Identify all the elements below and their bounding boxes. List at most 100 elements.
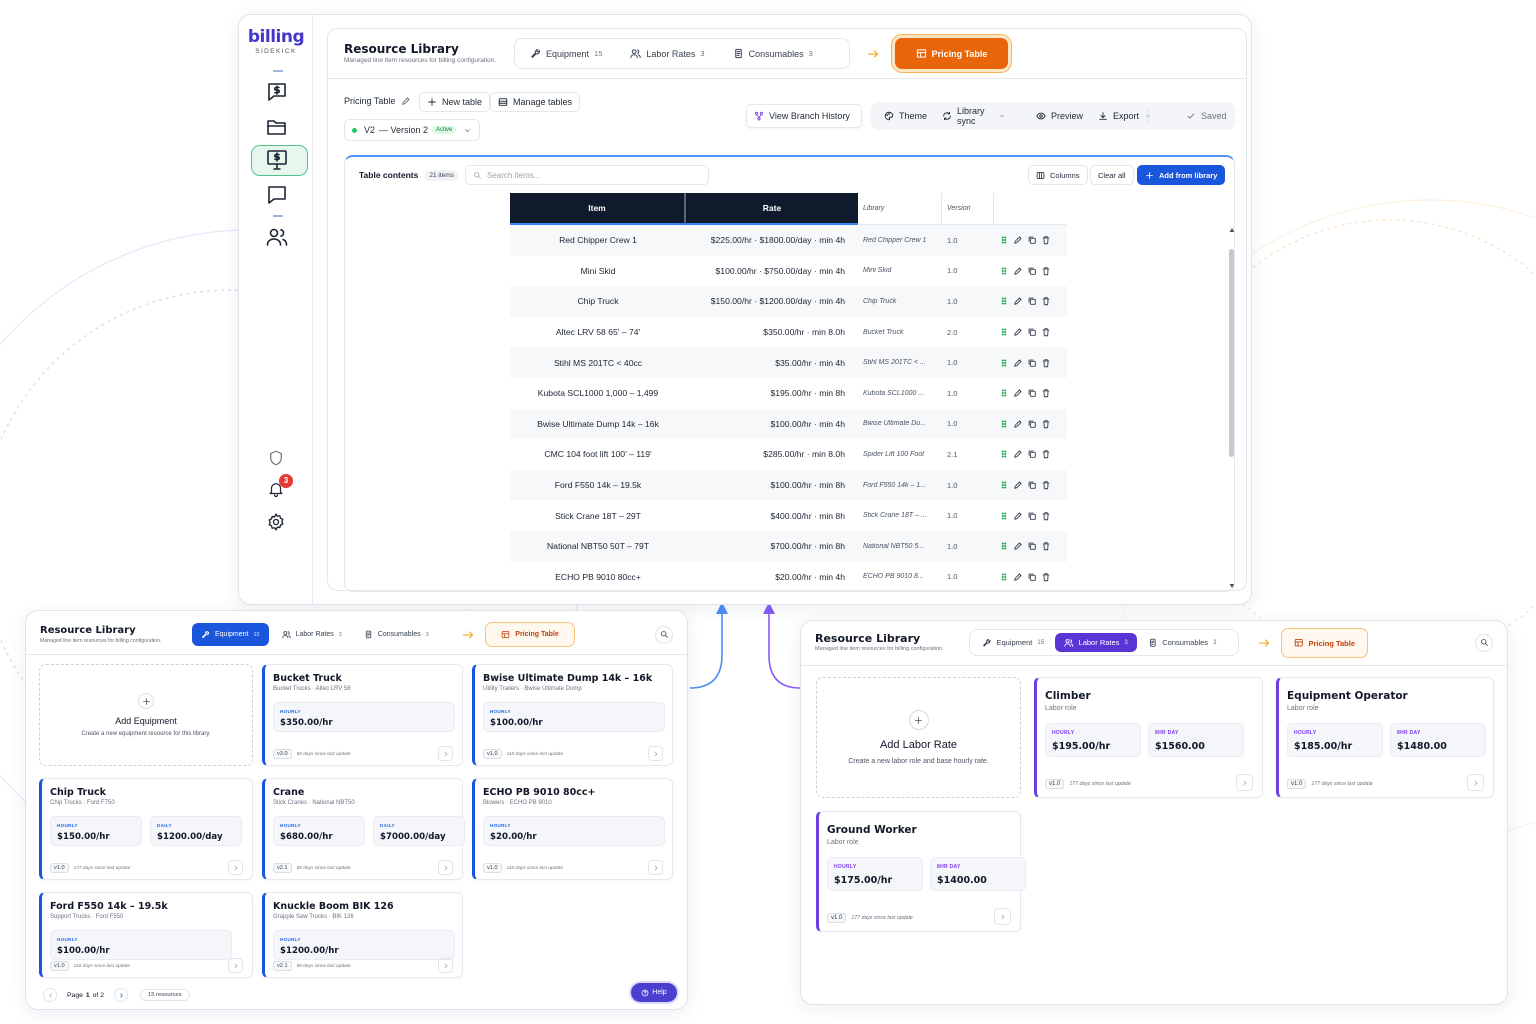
version-select[interactable]: V2 — Version 2 Active [344,119,480,141]
toolbar-button[interactable]: Library sync [934,104,1014,128]
prev-page[interactable] [43,988,57,1002]
delete-button[interactable] [1041,419,1051,429]
open-button[interactable] [1467,774,1484,791]
delete-button[interactable] [1041,266,1051,276]
delete-button[interactable] [1041,358,1051,368]
open-button[interactable] [648,860,663,875]
drag-handle[interactable] [999,358,1009,368]
search-button[interactable] [655,625,673,644]
tab[interactable]: Equipment 15 [192,623,269,646]
edit-button[interactable] [1013,572,1023,582]
edit-button[interactable] [1013,449,1023,459]
add-card[interactable]: Add Labor Rate Create a new labor role a… [816,677,1021,798]
scroll-up[interactable] [1229,227,1235,233]
drag-handle[interactable] [999,480,1009,490]
drag-handle[interactable] [999,266,1009,276]
resource-card[interactable]: Ground Worker Labor role HOURLY $175.00/h… [816,811,1026,932]
nav-messages[interactable] [265,183,289,207]
resource-card[interactable]: Bwise Ultimate Dump 14k – 16k Utility Tr… [472,664,673,766]
drag-handle[interactable] [999,449,1009,459]
edit-button[interactable] [1013,388,1023,398]
nav-notifications[interactable] [267,480,285,498]
toolbar-button[interactable]: Preview [1028,104,1083,128]
search-input[interactable]: Search items... [465,165,709,185]
delete-button[interactable] [1041,235,1051,245]
duplicate-button[interactable] [1027,358,1037,368]
drag-handle[interactable] [999,511,1009,521]
tab[interactable]: Equipment 15 [973,633,1053,652]
drag-handle[interactable] [999,235,1009,245]
nav-folder[interactable] [265,115,289,139]
delete-button[interactable] [1041,572,1051,582]
open-button[interactable] [438,958,453,973]
resource-card[interactable]: Ford F550 14k – 19.5k Support Trucks · F… [39,892,253,978]
drag-handle[interactable] [999,541,1009,551]
open-button[interactable] [228,860,243,875]
tab[interactable]: Consumables 3 [1139,633,1226,652]
delete-button[interactable] [1041,327,1051,337]
manage-tables-button[interactable]: Manage tables [490,92,581,112]
tab[interactable]: Labor Rates 3 [618,42,716,65]
toolbar-button[interactable]: View Branch History [746,104,862,128]
nav-security[interactable] [267,449,285,467]
toolbar-button[interactable]: Theme [876,104,927,128]
pricing-table-tab[interactable]: Pricing Table [1281,628,1368,658]
edit-button[interactable] [1013,358,1023,368]
tab[interactable]: Consumables 3 [721,42,825,65]
resource-card[interactable]: Bucket Truck Bucket Trucks · Altec LRV 5… [262,664,463,766]
duplicate-button[interactable] [1027,572,1037,582]
tab[interactable]: Labor Rates 3 [273,623,351,646]
duplicate-button[interactable] [1027,266,1037,276]
open-button[interactable] [438,860,453,875]
drag-handle[interactable] [999,388,1009,398]
add-from-library-button[interactable]: Add from library [1137,165,1226,185]
duplicate-button[interactable] [1027,327,1037,337]
delete-button[interactable] [1041,480,1051,490]
edit-button[interactable] [1013,266,1023,276]
resource-card[interactable]: Chip Truck Chip Trucks · Ford F750 HOURL… [39,778,253,880]
tab[interactable]: Consumables 3 [355,623,438,646]
edit-button[interactable] [1013,327,1023,337]
delete-button[interactable] [1041,449,1051,459]
edit-button[interactable] [1013,480,1023,490]
nav-pricing[interactable] [265,148,289,172]
toolbar-button[interactable]: Export [1090,104,1154,128]
drag-handle[interactable] [999,327,1009,337]
duplicate-button[interactable] [1027,388,1037,398]
resource-card[interactable]: Crane Stick Cranes · National NBT50 HOUR… [262,778,465,880]
add-card[interactable]: Add Equipment Create a new equipment res… [39,664,253,766]
open-button[interactable] [648,746,663,761]
drag-handle[interactable] [999,419,1009,429]
open-button[interactable] [228,958,243,973]
drag-handle[interactable] [999,572,1009,582]
scroll-thumb[interactable] [1229,249,1234,457]
drag-handle[interactable] [999,296,1009,306]
clear-all-button[interactable]: Clear all [1090,165,1134,185]
edit-button[interactable] [1013,541,1023,551]
nav-billing[interactable] [265,81,289,105]
nav-settings[interactable] [266,512,286,532]
duplicate-button[interactable] [1027,235,1037,245]
duplicate-button[interactable] [1027,541,1037,551]
next-page[interactable] [114,988,128,1002]
open-button[interactable] [438,746,453,761]
duplicate-button[interactable] [1027,511,1037,521]
scroll-down[interactable] [1229,583,1235,589]
resource-card[interactable]: Knuckle Boom BIK 126 Grapple Saw Trucks … [262,892,463,978]
tab[interactable]: Equipment 15 [518,42,614,65]
edit-button[interactable] [1013,235,1023,245]
delete-button[interactable] [1041,511,1051,521]
duplicate-button[interactable] [1027,480,1037,490]
pricing-table-tab[interactable]: Pricing Table [895,38,1008,69]
new-table-button[interactable]: New table [419,92,491,112]
pricing-table-tab[interactable]: Pricing Table [485,622,575,647]
resource-card[interactable]: Equipment Operator Labor role HOURLY $185… [1276,677,1494,798]
nav-users[interactable] [265,225,289,249]
edit-button[interactable] [1013,419,1023,429]
duplicate-button[interactable] [1027,449,1037,459]
delete-button[interactable] [1041,388,1051,398]
icon[interactable] [401,96,411,106]
duplicate-button[interactable] [1027,419,1037,429]
edit-button[interactable] [1013,511,1023,521]
delete-button[interactable] [1041,296,1051,306]
